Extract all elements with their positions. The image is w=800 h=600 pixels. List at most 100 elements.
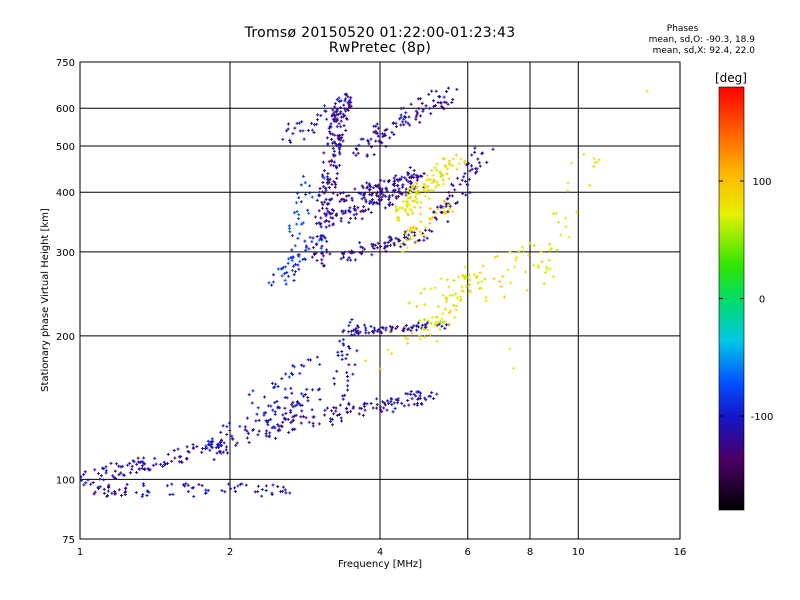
data-point [350,317,354,321]
data-point [407,403,411,407]
data-point [262,411,266,415]
data-point [328,252,332,256]
data-point [416,111,420,115]
data-point [435,392,439,396]
data-point [423,228,427,232]
data-point [247,393,251,397]
data-point [434,185,438,189]
data-point [338,138,342,142]
data-point [445,172,449,176]
data-point [446,220,450,224]
data-point [302,415,306,419]
data-point [227,482,231,486]
data-point [310,121,314,125]
data-point [284,411,288,415]
data-point [308,191,312,195]
data-point [163,462,167,466]
data-point [348,346,352,350]
data-point [548,267,552,271]
data-point [328,198,332,202]
data-point [327,220,331,224]
data-point [387,196,391,200]
data-point [359,210,363,214]
data-point [298,129,302,133]
data-point [266,423,270,427]
data-point [400,401,404,405]
data-point [401,199,405,203]
data-point [304,416,308,420]
data-point [400,175,404,179]
data-point [151,463,155,467]
data-point [346,379,350,383]
data-point [430,391,434,395]
data-point [321,181,325,185]
data-point [377,139,381,143]
data-point [467,273,471,277]
data-point [419,391,423,395]
data-point [434,211,438,215]
data-point [412,402,416,406]
data-point [208,448,212,452]
data-point [392,401,396,405]
data-point [225,445,229,449]
data-point [349,333,353,337]
data-point [476,157,480,161]
data-point [283,387,287,391]
data-point [404,199,408,203]
data-point [452,303,456,307]
data-point [545,265,549,269]
data-point [592,164,596,168]
data-point [329,163,333,167]
data-point [458,182,462,186]
data-point [392,241,396,245]
data-point [391,410,395,414]
data-point [438,95,442,99]
x-tick-label: 10 [572,547,585,558]
data-point [287,226,291,230]
data-point [295,222,299,226]
data-point [315,222,319,226]
data-point [440,317,444,321]
data-point [295,403,299,407]
data-point [450,101,454,105]
data-point [418,120,422,124]
data-point [341,112,345,116]
data-point [321,185,325,189]
data-point [409,176,413,180]
data-point [346,258,350,262]
data-point [357,412,361,416]
data-point [225,432,229,436]
data-point [423,335,427,339]
data-point [539,250,543,254]
data-point [293,270,297,274]
data-point [329,417,333,421]
data-point [376,134,380,138]
data-point [432,397,436,401]
data-point [432,178,436,182]
data-point [109,461,113,465]
data-point [397,187,401,191]
data-point [233,486,237,490]
data-point [399,107,403,111]
data-point [93,490,97,494]
data-point [271,408,275,412]
data-point [369,137,373,141]
data-point [398,238,402,242]
data-point [227,421,231,425]
plot-frame [79,61,681,540]
data-point [342,255,346,259]
data-point [285,270,289,274]
data-point [83,470,87,474]
data-point [350,196,354,200]
data-point [316,113,320,117]
data-point [131,459,135,463]
data-point [566,189,570,193]
data-point [317,238,321,242]
data-point [86,478,90,482]
data-point [402,117,406,121]
data-point [225,425,229,429]
data-point [355,147,359,151]
data-point [406,341,410,345]
data-point [416,401,420,405]
data-point [147,490,151,494]
